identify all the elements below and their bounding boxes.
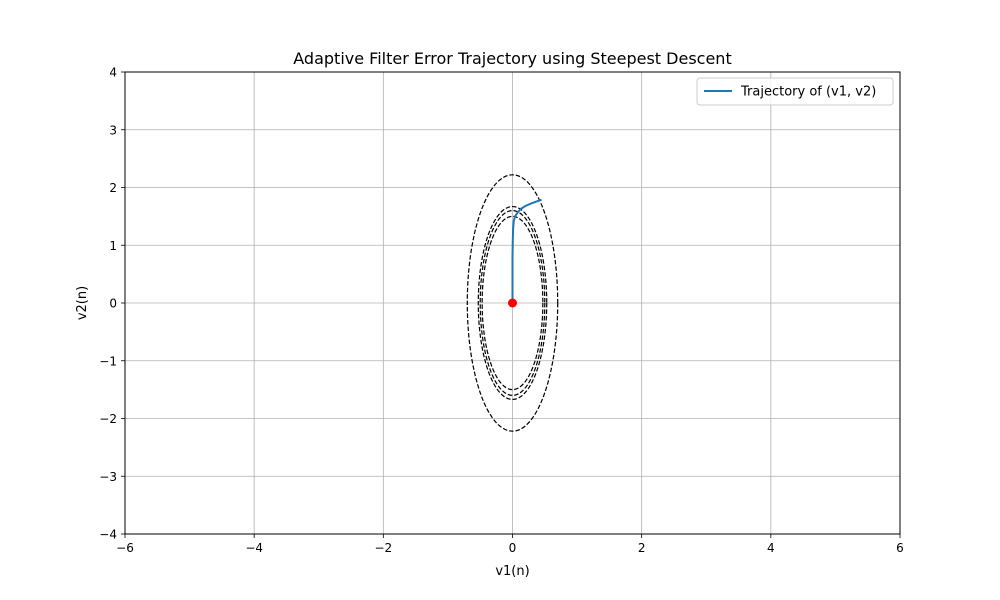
- y-axis-label: v2(n): [75, 286, 90, 320]
- x-tick-label: −2: [374, 541, 392, 555]
- x-tick-label: 6: [896, 541, 904, 555]
- contour-ellipse: [481, 215, 544, 391]
- contour-ellipse: [477, 205, 548, 401]
- y-tick-label: −1: [99, 354, 117, 368]
- y-tick-label: −4: [99, 528, 117, 542]
- series-lines: [511, 198, 542, 303]
- minimum-point-marker: [508, 298, 517, 308]
- chart-title: Adaptive Filter Error Trajectory using S…: [293, 49, 731, 68]
- y-tick-label: 1: [109, 239, 117, 253]
- y-tick-label: 3: [109, 123, 117, 137]
- y-tick-label: 2: [109, 181, 117, 195]
- y-tick-label: 0: [109, 297, 117, 311]
- legend: Trajectory of (v1, v2): [696, 77, 894, 106]
- contour-ellipse: [466, 174, 559, 432]
- legend-box: [696, 77, 894, 106]
- series-line: [511, 198, 542, 303]
- legend-label: Trajectory of (v1, v2): [740, 85, 876, 100]
- x-tick-label: −6: [116, 541, 134, 555]
- x-tick-label: −4: [245, 541, 263, 555]
- x-axis-label: v1(n): [495, 564, 529, 579]
- minimum-points: [508, 298, 517, 308]
- y-tick-label: −3: [99, 470, 117, 484]
- x-tick-label: 2: [638, 541, 646, 555]
- contour-ellipses: [466, 174, 559, 432]
- x-tick-label: 0: [509, 541, 517, 555]
- x-tick-label: 4: [767, 541, 775, 555]
- contour-ellipse: [479, 210, 546, 397]
- y-tick-label: 4: [109, 66, 117, 80]
- y-tick-label: −2: [99, 412, 117, 426]
